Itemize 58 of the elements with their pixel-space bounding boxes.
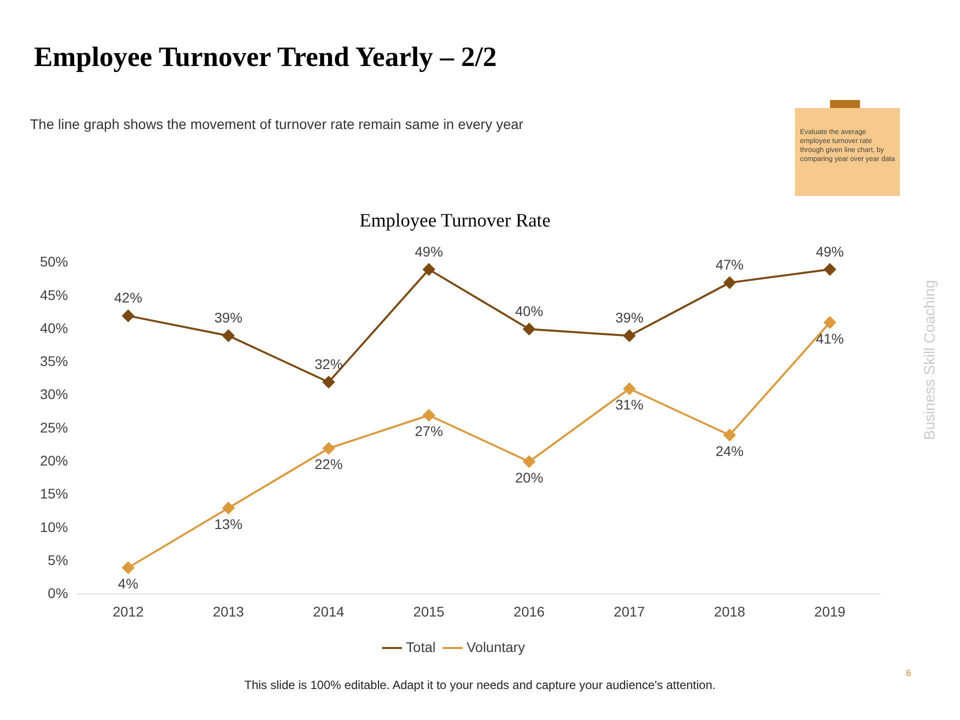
text: 4% (118, 576, 138, 592)
y-tick-label: 0% (48, 585, 68, 602)
text: 39% (214, 310, 242, 326)
text: 32% (314, 356, 343, 372)
point (422, 409, 435, 422)
x-tick-label: 2015 (413, 603, 445, 620)
legend-label: Voluntary (466, 638, 525, 655)
y-tick-label: 30% (40, 386, 68, 402)
text: 49% (816, 243, 844, 260)
point (122, 310, 134, 322)
point (824, 316, 836, 328)
point (724, 276, 736, 289)
point (122, 562, 134, 574)
y-tick-label: 35% (40, 353, 68, 370)
chart-title: Employee Turnover Rate (359, 210, 551, 232)
y-tick-label: 15% (40, 486, 68, 502)
point (222, 330, 234, 342)
text: 22% (314, 456, 343, 472)
point (322, 442, 335, 454)
x-tick-label: 2014 (313, 603, 344, 620)
x-tick-label: 2012 (112, 603, 144, 620)
y-tick-label: 50% (40, 254, 68, 270)
text: This slide is 100% editable. Adapt it to your needs and capture your audience's attention. (243, 678, 717, 692)
point (623, 330, 636, 342)
legend-label: Total (406, 638, 436, 655)
text: Employee Turnover Trend Yearly – 2/2 (34, 42, 497, 74)
text: 20% (515, 470, 544, 486)
text: 47% (716, 256, 744, 273)
text: 6 (906, 668, 912, 678)
text: The line graph shows the movement of turnover rate remain same in every year (30, 116, 524, 132)
point (222, 502, 234, 514)
x-tick-label: 2016 (514, 603, 545, 620)
text: 49% (414, 243, 443, 260)
y-tick-label: 5% (48, 552, 68, 568)
point (422, 263, 435, 276)
text: 39% (615, 310, 644, 326)
x-tick-label: 2018 (714, 603, 746, 620)
point (824, 263, 836, 276)
text: 27% (414, 423, 443, 440)
y-tick-label: 25% (40, 419, 68, 436)
text: 13% (214, 516, 242, 532)
text: 31% (615, 396, 644, 413)
x-tick-label: 2017 (614, 603, 646, 620)
point (623, 382, 636, 395)
point (523, 323, 536, 336)
point (322, 376, 335, 388)
text: 24% (716, 442, 744, 459)
text: 40% (515, 302, 544, 319)
text: 42% (114, 290, 142, 306)
x-tick-label: 2019 (814, 603, 846, 620)
y-tick-label: 45% (40, 286, 68, 303)
y-tick-label: 20% (40, 452, 68, 468)
text: 41% (816, 330, 844, 346)
y-tick-label: 40% (40, 320, 68, 336)
point (523, 456, 536, 468)
y-tick-label: 10% (40, 518, 68, 535)
point (724, 429, 736, 442)
x-tick-label: 2013 (212, 603, 244, 620)
